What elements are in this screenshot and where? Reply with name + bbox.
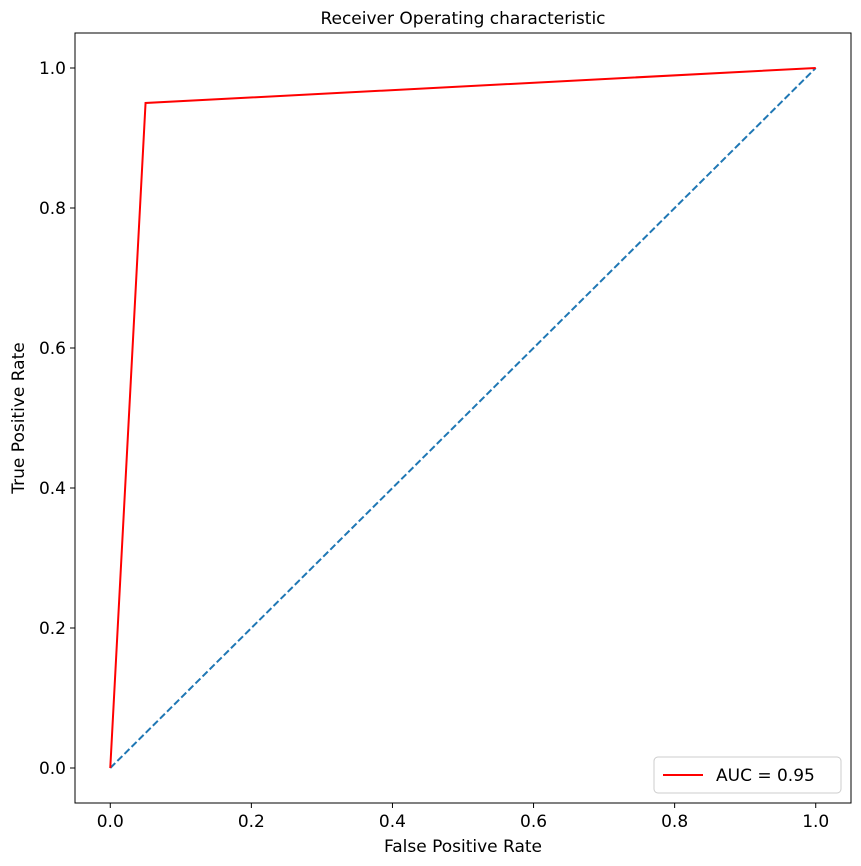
y-tick-label: 0.0 <box>39 759 66 779</box>
series-layer <box>109 67 817 769</box>
x-tick-label: 0.0 <box>97 812 124 832</box>
y-tick-label: 0.8 <box>39 199 66 219</box>
x-tick-label: 0.8 <box>661 812 688 832</box>
x-axis-label: False Positive Rate <box>384 837 542 857</box>
legend-box <box>653 756 842 794</box>
x-axis-ticks: 0.0 0.2 0.4 0.6 0.8 1.0 <box>97 803 829 832</box>
roc-curve-line <box>109 67 816 769</box>
plot-frame <box>74 32 852 804</box>
y-tick-label: 1.0 <box>39 59 66 79</box>
diagonal-reference-line <box>109 67 817 769</box>
y-tick-label: 0.2 <box>39 619 66 639</box>
y-axis-label: True Positive Rate <box>9 342 29 494</box>
y-tick-label: 0.4 <box>39 479 66 499</box>
x-tick-label: 0.4 <box>379 812 406 832</box>
x-tick-label: 0.2 <box>238 812 265 832</box>
legend-label-auc: AUC = 0.95 <box>716 766 815 786</box>
y-axis-ticks: 0.0 0.2 0.4 0.6 0.8 1.0 <box>39 59 75 779</box>
y-tick-label: 0.6 <box>39 339 66 359</box>
x-tick-label: 0.6 <box>520 812 547 832</box>
x-tick-label: 1.0 <box>802 812 829 832</box>
chart-title: Receiver Operating characteristic <box>320 9 605 29</box>
legend: AUC = 0.95 <box>653 756 842 794</box>
